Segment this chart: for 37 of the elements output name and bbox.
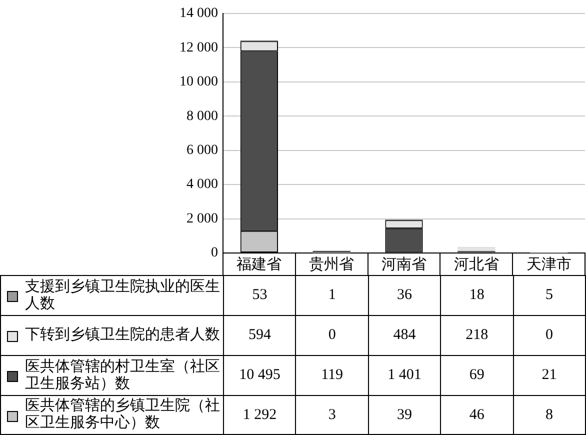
y-tick-label: 4 000 [186,177,218,192]
y-tick-label: 8 000 [186,108,218,124]
data-label: 1 [328,287,336,304]
data-label: 1 292 [242,406,277,424]
y-tick-label: 0 [211,246,218,261]
data-label: 36 [396,287,412,304]
y-tick-label: 6 000 [186,142,218,158]
x-tick-label: 河南省 [382,256,426,273]
legend-label: 医共体管辖的村卫生室（社区卫生服务站）数 [25,358,221,392]
x-tick-label: 河北省 [454,256,499,273]
legend-label: 下转到乡镇卫生院的患者人数 [25,327,220,344]
y-tick-label: 2 000 [186,211,218,226]
data-label: 46 [469,406,484,424]
y-tick-label: 14 000 [180,6,218,22]
y-tick-label: 10 000 [180,74,218,90]
x-tick-label: 贵州省 [309,256,354,273]
data-label: 0 [546,327,554,344]
data-label: 119 [321,367,344,384]
data-label: 218 [466,327,488,344]
y-tick-label: 12 000 [180,40,218,56]
data-label: 3 [328,406,336,424]
data-label: 39 [396,406,412,424]
x-tick-label: 天津市 [526,256,572,273]
data-label: 10 495 [239,367,280,384]
data-label: 21 [542,367,557,384]
data-label: 18 [469,287,484,304]
data-label: 8 [546,406,554,424]
data-label: 0 [328,327,336,344]
data-label: 69 [469,367,484,384]
data-label: 594 [248,327,271,344]
data-label: 5 [546,287,554,304]
data-label: 484 [393,327,416,344]
data-label: 53 [252,287,268,304]
legend-label: 医共体管辖的乡镇卫生院（社区卫生服务中心）数 [25,398,221,432]
data-label: 1 401 [388,367,422,384]
legend-label: 支援到乡镇卫生院执业的医生人数 [25,278,221,312]
x-tick-label: 福建省 [236,256,282,273]
